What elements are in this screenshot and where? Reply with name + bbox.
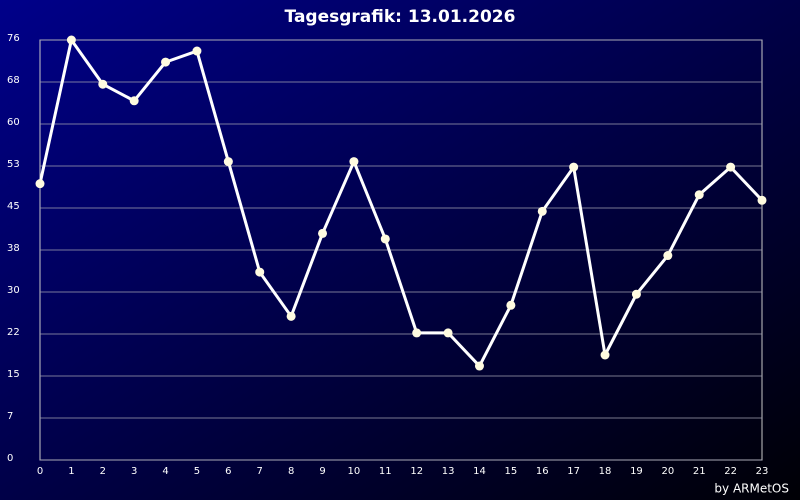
data-point [255,267,265,277]
y-tick-label: 68 [7,75,20,86]
x-tick-label: 5 [194,466,200,477]
x-tick-label: 20 [661,466,674,477]
x-tick-label: 19 [630,466,643,477]
x-tick-label: 6 [225,466,231,477]
data-point [98,79,108,89]
data-point [537,206,547,216]
y-tick-label: 7 [7,411,13,422]
y-tick-label: 53 [7,159,20,170]
y-tick-label: 38 [7,243,20,254]
x-tick-label: 15 [505,466,518,477]
x-tick-label: 21 [693,466,706,477]
data-point [129,96,139,106]
y-tick-label: 15 [7,369,20,380]
x-tick-label: 10 [348,466,361,477]
x-tick-label: 11 [379,466,392,477]
data-point [600,350,610,360]
data-point [223,157,233,167]
data-point [443,328,453,338]
data-point [66,35,76,45]
x-tick-label: 7 [257,466,263,477]
data-point [663,251,673,261]
data-point [694,190,704,200]
x-tick-label: 17 [567,466,580,477]
data-point [318,228,328,238]
chart-title: Tagesgrafik: 13.01.2026 [285,7,516,27]
data-point [569,162,579,172]
x-tick-label: 23 [756,466,769,477]
data-point [192,46,202,56]
y-tick-label: 76 [7,33,20,44]
data-point [757,195,767,205]
data-point [631,289,641,299]
x-tick-label: 12 [410,466,423,477]
credit: by ARMetOS [714,482,789,496]
x-tick-label: 18 [599,466,612,477]
data-point [35,179,45,189]
x-tick-label: 9 [319,466,325,477]
y-tick-label: 0 [7,453,13,464]
x-tick-label: 1 [68,466,74,477]
x-tick-label: 8 [288,466,294,477]
data-point [412,328,422,338]
x-tick-label: 14 [473,466,486,477]
y-tick-label: 30 [7,285,20,296]
x-tick-label: 2 [100,466,106,477]
data-point [474,361,484,371]
x-tick-label: 16 [536,466,549,477]
y-tick-label: 22 [7,327,20,338]
data-point [286,311,296,321]
data-point [726,162,736,172]
data-point [161,57,171,67]
x-tick-label: 0 [37,466,43,477]
x-tick-label: 13 [442,466,455,477]
series-line [38,38,764,368]
y-tick-label: 45 [7,201,20,212]
data-point [349,157,359,167]
data-point [380,234,390,244]
x-tick-label: 3 [131,466,137,477]
x-tick-label: 4 [162,466,168,477]
x-tick-label: 22 [724,466,737,477]
data-point [506,300,516,310]
y-tick-label: 60 [7,117,20,128]
